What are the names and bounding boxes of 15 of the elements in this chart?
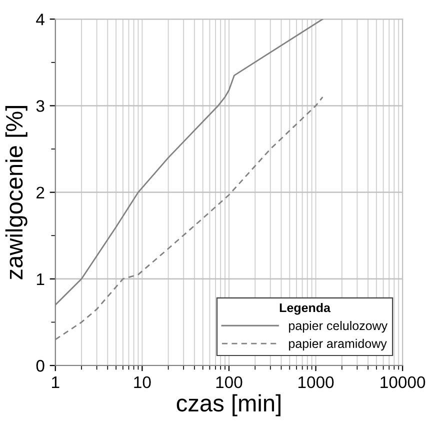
legend-title: Legenda [280,302,331,315]
x-tick-label: 10 [134,376,151,388]
x-tick-label: 10000 [380,376,426,388]
y-tick-label: 2 [36,186,44,198]
legend-label: papier aramidowy [289,338,387,350]
x-axis-title: czas [min] [176,394,280,416]
y-tick-label: 3 [36,100,44,112]
x-tick-label: 100 [216,376,242,388]
x-tick-label: 1000 [298,376,334,388]
y-tick-label: 4 [36,14,44,26]
legend-label: papier celulozowy [289,320,388,333]
y-tick-label: 1 [36,273,44,285]
y-tick-label: 0 [36,360,44,372]
y-axis-title: zawilgocenie [%] [5,106,28,280]
x-tick-label: 1 [52,376,60,388]
